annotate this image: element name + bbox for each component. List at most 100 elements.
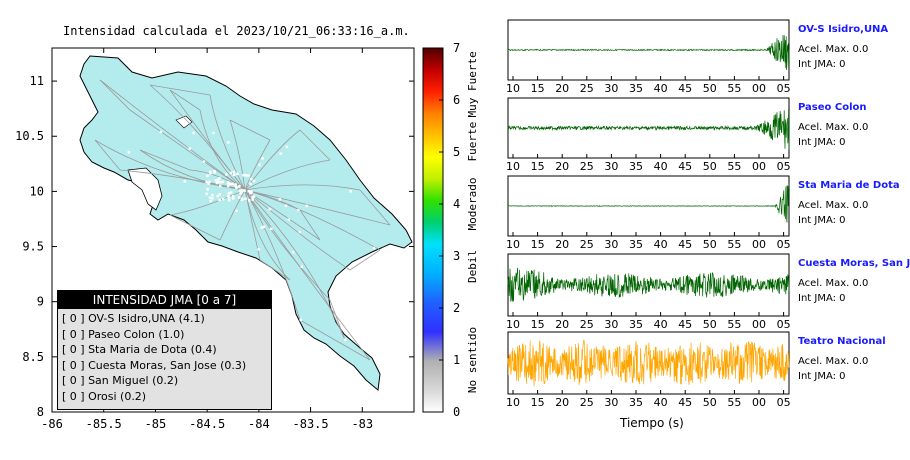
road-line — [219, 189, 246, 241]
map-y-tick-label: 8 — [37, 405, 44, 419]
colorbar-label: Fuerte — [466, 122, 479, 162]
town-marker — [232, 173, 236, 177]
station-name: Sta Maria de Dota — [798, 180, 900, 191]
map-y-tick-label: 10.5 — [15, 129, 44, 143]
station-info-4: Cuesta Moras, San Jose Acel. Max. 0.0 In… — [798, 258, 910, 304]
seismogram-panels: 10 15 20 25 30 35 40 45 50 55 00 05 10 15 20 25 30 35 40 45… — [506, 19, 791, 409]
waveform — [507, 184, 790, 223]
seismo-x-tick-label: 50 — [703, 160, 717, 173]
town-marker — [372, 246, 376, 250]
town-marker — [240, 190, 243, 194]
road-line — [244, 184, 361, 191]
legend-list: [ 0 ] OV-S Isidro,UNA (4.1) [ 0 ] Paseo … — [58, 309, 271, 405]
town-marker — [270, 227, 273, 231]
seismo-x-tick-label: 30 — [604, 318, 618, 331]
map-y-axis: 11 10.5 10 9.5 9 8.5 8 — [15, 74, 414, 419]
town-marker — [218, 198, 221, 202]
town-marker — [202, 160, 206, 163]
road-line — [99, 79, 131, 111]
seismo-x-tick-label: 10 — [506, 160, 520, 173]
town-marker — [229, 171, 233, 175]
town-marker — [229, 191, 233, 194]
town-markers — [127, 130, 376, 342]
seismo-x-tick-label: 55 — [727, 160, 741, 173]
seismo-x-label: Tiempo (s) — [620, 416, 684, 430]
town-marker — [218, 184, 222, 188]
town-marker — [227, 192, 231, 195]
town-marker — [261, 157, 264, 160]
station-int: Int JMA: 0 — [798, 215, 846, 226]
town-marker — [240, 198, 244, 201]
station-info-3: Sta Maria de Dota Acel. Max. 0.0 Int JMA… — [798, 180, 910, 226]
town-marker — [207, 182, 210, 185]
seismo-x-tick-label: 00 — [752, 318, 766, 331]
town-marker — [234, 184, 237, 187]
town-marker — [127, 150, 131, 154]
map-y-tick-label: 8.5 — [22, 350, 44, 364]
seismo-x-tick-label: 35 — [629, 318, 643, 331]
town-marker — [247, 190, 250, 193]
road-line — [244, 189, 381, 251]
town-marker — [183, 180, 186, 183]
road-line — [244, 129, 301, 191]
seismo-x-tick-label: 30 — [604, 82, 618, 95]
road-line — [244, 159, 331, 191]
road-line — [119, 169, 246, 191]
seismo-x-tick-label: 25 — [580, 160, 594, 173]
road-line — [359, 189, 391, 226]
seismo-x-tick-label: 25 — [580, 238, 594, 251]
waveform — [507, 339, 790, 387]
road-line — [169, 89, 201, 111]
seismo-x-tick-label: 25 — [580, 318, 594, 331]
road-line — [299, 319, 371, 361]
seismo-x-tick-label: 00 — [752, 238, 766, 251]
town-marker — [239, 189, 242, 192]
seismo-x-tick-label: 35 — [629, 396, 643, 409]
road-line — [329, 299, 346, 341]
town-marker — [228, 182, 232, 185]
town-marker — [221, 197, 225, 201]
town-marker — [212, 131, 215, 135]
town-marker — [205, 180, 208, 184]
town-marker — [247, 174, 250, 177]
seismo-x-tick-label: 50 — [703, 318, 717, 331]
map-y-tick-label: 10 — [30, 184, 44, 198]
town-marker — [159, 130, 163, 134]
town-marker — [249, 177, 253, 181]
seismo-x-tick-label: 40 — [654, 318, 668, 331]
town-marker — [260, 226, 263, 229]
seismo-x-tick-label: 15 — [531, 238, 545, 251]
seismo-x-tick-label: 40 — [654, 160, 668, 173]
town-marker — [252, 195, 256, 198]
road-line — [149, 84, 211, 96]
seismo-x-tick-label: 40 — [654, 238, 668, 251]
station-int: Int JMA: 0 — [798, 137, 846, 148]
seismo-x-tick-label: 05 — [777, 160, 791, 173]
town-marker — [218, 177, 221, 180]
town-marker — [279, 152, 283, 155]
colorbar-labels: Muy Fuerte Fuerte Moderado Debil No sentido — [466, 51, 479, 393]
seismo-x-tick-label: 00 — [752, 82, 766, 95]
colorbar-tick-label: 5 — [453, 145, 460, 159]
seismo-x-tick-label: 15 — [531, 160, 545, 173]
seismo-x-tick-label: 55 — [727, 318, 741, 331]
seismo-x-tick-label: 40 — [654, 82, 668, 95]
station-acel: Acel. Max. 0.0 — [798, 356, 869, 367]
seismo-x-tick-label: 20 — [555, 318, 569, 331]
town-marker — [252, 179, 256, 183]
seismo-x-tick-label: 30 — [604, 160, 618, 173]
colorbar-tick-label: 2 — [453, 301, 460, 315]
station-name: Cuesta Moras, San Jose — [798, 258, 910, 269]
seismo-x-tick-label: 45 — [678, 238, 692, 251]
station-name: Teatro Nacional — [798, 336, 886, 347]
station-name: OV-S Isidro,UNA — [798, 24, 889, 35]
town-marker — [216, 178, 220, 182]
town-marker — [238, 196, 241, 199]
town-marker — [258, 163, 261, 167]
town-marker — [243, 189, 246, 192]
seismo-x-tick-label: 10 — [506, 238, 520, 251]
seismo-x-tick-label: 45 — [678, 160, 692, 173]
town-marker — [262, 225, 266, 229]
seismo-x-tick-label: 15 — [531, 318, 545, 331]
